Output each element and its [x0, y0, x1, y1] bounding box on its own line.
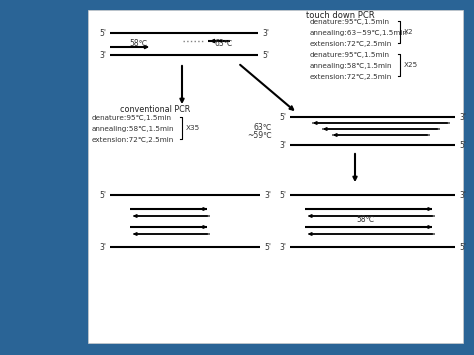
Text: 5': 5': [99, 28, 106, 38]
Text: extension:72℃,2.5min: extension:72℃,2.5min: [310, 74, 392, 80]
Text: ~59℃: ~59℃: [247, 131, 272, 140]
Text: extension:72℃,2.5min: extension:72℃,2.5min: [92, 137, 174, 143]
Text: 3': 3': [459, 113, 466, 121]
Text: 3': 3': [262, 28, 269, 38]
Text: conventional PCR: conventional PCR: [120, 105, 190, 115]
Text: extension:72℃,2.5min: extension:72℃,2.5min: [310, 41, 392, 47]
Text: 3': 3': [99, 50, 106, 60]
Text: 5': 5': [264, 242, 271, 251]
Text: 3': 3': [279, 242, 286, 251]
Text: 5': 5': [279, 113, 286, 121]
Text: 5': 5': [459, 242, 466, 251]
Text: 5': 5': [279, 191, 286, 200]
Text: 58℃: 58℃: [356, 215, 374, 224]
Text: 63℃: 63℃: [254, 122, 272, 131]
Text: 63℃: 63℃: [215, 39, 233, 49]
Text: 5': 5': [262, 50, 269, 60]
Text: X2: X2: [404, 29, 414, 35]
Text: annealing:63~59℃,1.5min: annealing:63~59℃,1.5min: [310, 30, 408, 36]
Text: 3': 3': [279, 141, 286, 149]
Text: denature:95℃,1.5min: denature:95℃,1.5min: [310, 19, 390, 25]
Text: 3': 3': [99, 242, 106, 251]
Text: X35: X35: [186, 125, 200, 131]
Text: 58℃: 58℃: [129, 39, 147, 49]
Text: 3': 3': [264, 191, 271, 200]
Text: 5': 5': [99, 191, 106, 200]
FancyBboxPatch shape: [88, 10, 463, 343]
Text: 3': 3': [459, 191, 466, 200]
Text: X25: X25: [404, 62, 418, 68]
Text: denature:95℃,1.5min: denature:95℃,1.5min: [92, 115, 172, 121]
Text: 5': 5': [459, 141, 466, 149]
Text: annealing:58℃,1.5min: annealing:58℃,1.5min: [310, 63, 392, 69]
Text: touch down PCR: touch down PCR: [306, 11, 374, 20]
Text: annealing:58℃,1.5min: annealing:58℃,1.5min: [92, 126, 174, 132]
Text: denature:95℃,1.5min: denature:95℃,1.5min: [310, 52, 390, 58]
